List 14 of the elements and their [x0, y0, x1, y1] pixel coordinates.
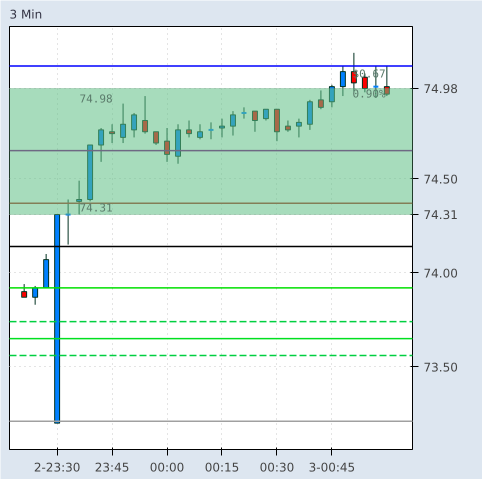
x-tick-label: 00:30: [260, 460, 294, 474]
x-tick-label: 00:00: [150, 460, 184, 474]
x-tick-label: 00:15: [204, 460, 240, 474]
y-tick-label: 74.00: [424, 266, 458, 280]
y-tick-label: 74.98: [424, 82, 458, 96]
y-tick-label: 74.50: [424, 172, 458, 186]
y-tick-label: 73.50: [424, 360, 458, 374]
annotation: 74.31: [80, 202, 113, 214]
x-tick-label: 3-00:45: [308, 460, 356, 474]
x-tick-label: 23:45: [94, 460, 130, 474]
y-tick-label: 74.31: [424, 208, 458, 222]
x-tick-label: 2-23:30: [34, 460, 80, 474]
annotation: 74.98: [80, 92, 113, 106]
chart-title: 3 Min: [10, 8, 42, 22]
